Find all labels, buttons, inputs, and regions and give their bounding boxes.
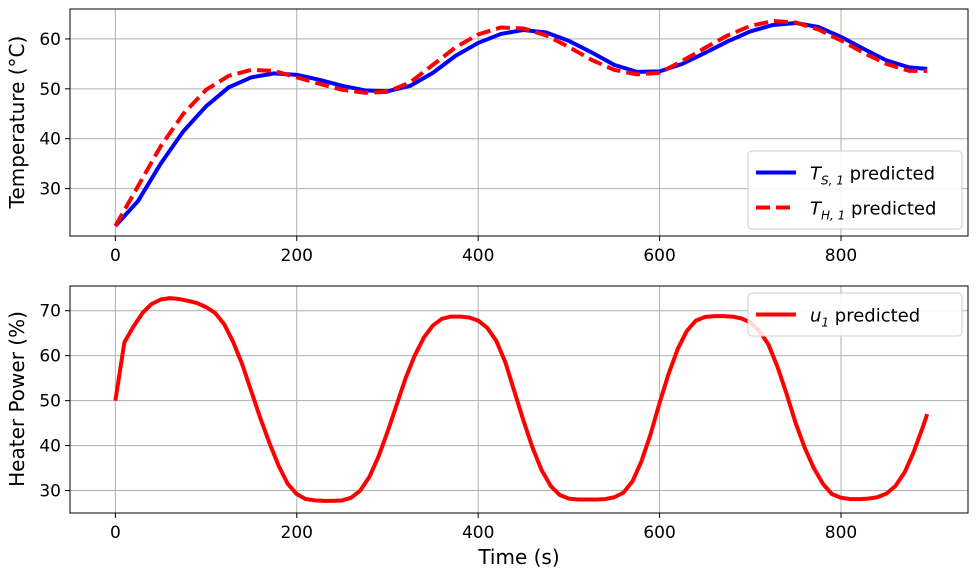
y-tick-label: 30 (39, 180, 61, 200)
series-line-2 (113, 18, 928, 228)
plot-frame (69, 285, 969, 514)
legend-label-text: predicted (829, 306, 920, 327)
heater-power-plot: 0 200 400 600 800 30 40 50 60 70 Heater Power (%)… (5, 285, 969, 569)
plot-frame (69, 8, 969, 237)
legend-label: u1 predicted (810, 306, 920, 330)
y-tick-label: 50 (39, 80, 61, 100)
x-tick-label: 800 (825, 523, 857, 543)
legend-label-subscript: H, 1 (821, 209, 845, 223)
temperature-plot: 0 200 400 600 800 30 40 50 60 Temperature (°C) T… (5, 8, 969, 266)
x-tick-label: 0 (110, 523, 121, 543)
x-tick-label: 200 (281, 523, 313, 543)
legend-label-symbol: T (810, 164, 823, 185)
y-tick-label: 60 (39, 347, 61, 367)
legend-label-subscript: S, 1 (821, 174, 844, 188)
legend-label: TS, 1 predicted (810, 164, 935, 188)
y-tick-label: 40 (39, 437, 61, 457)
legend: u1 predicted (747, 292, 963, 337)
y-tick-label: 30 (39, 482, 61, 502)
legend-label-symbol: u (810, 306, 821, 327)
x-tick-label: 800 (825, 246, 857, 266)
legend-label-subscript: 1 (821, 316, 829, 330)
legend-label: TH, 1 predicted (810, 199, 936, 223)
y-tick-label: 40 (39, 130, 61, 150)
x-tick-label: 600 (643, 523, 675, 543)
x-tick-label: 200 (281, 246, 313, 266)
x-tick-label: 400 (462, 246, 494, 266)
legend-label-symbol: T (810, 199, 823, 220)
x-tick-label: 0 (110, 246, 121, 266)
x-tick-label: 600 (643, 246, 675, 266)
y-tick-label: 60 (39, 30, 61, 50)
legend-box (747, 150, 963, 230)
y-axis-label: Temperature (°C) (5, 36, 29, 210)
series-line-1 (113, 296, 930, 503)
y-tick-label: 70 (39, 302, 61, 322)
legend-box (747, 292, 963, 337)
legend-label-text: predicted (845, 199, 936, 220)
y-axis-label: Heater Power (%) (5, 311, 29, 487)
y-tick-label: 50 (39, 392, 61, 412)
legend-label-text: predicted (844, 164, 935, 185)
x-axis-label: Time (s) (477, 545, 559, 569)
x-tick-label: 400 (462, 523, 494, 543)
